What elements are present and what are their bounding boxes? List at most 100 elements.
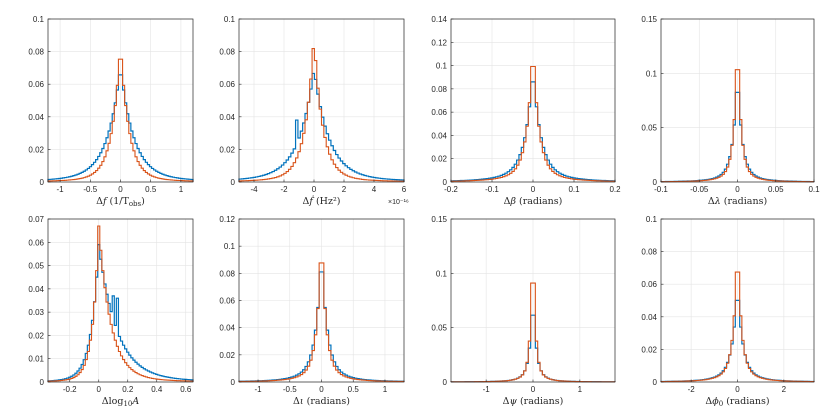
y-tick-label: 0.05 — [641, 124, 657, 133]
y-tick-label: 0.1 — [436, 269, 448, 278]
y-tick-label: 0.06 — [28, 238, 44, 247]
x-tick-label: -1 — [483, 385, 491, 394]
histogram-series-blue — [238, 72, 405, 182]
y-tick-label: 0.1 — [646, 215, 658, 224]
x-tick-label: -0.05 — [690, 185, 709, 194]
y-tick-label: 0 — [231, 378, 236, 387]
y-tick-label: 0.12 — [219, 215, 235, 224]
x-axis-exponent: ×10⁻¹⁶ — [388, 199, 409, 206]
y-tick-label: 0.02 — [641, 345, 657, 354]
subplot-7: -1 0 1 0 0.05 0.1 0.15 Δψ (radians) — [431, 215, 616, 407]
y-tick-label: 0.06 — [219, 297, 235, 306]
y-tick-label: 0.12 — [431, 38, 447, 47]
y-tick-label: 0 — [231, 178, 236, 187]
y-tick-label: 0.1 — [224, 15, 236, 24]
x-tick-label: 0 — [531, 185, 536, 194]
y-tick-label: 0.04 — [219, 324, 235, 333]
y-tick-label: 0.1 — [224, 242, 236, 251]
x-tick-label: -0.1 — [654, 185, 668, 194]
subplot-3: -0.2 -0.1 0 0.1 0.2 0 0.02 0.04 0.06 0.08 0.1 0.12 0… — [431, 15, 621, 207]
histogram-series-orange — [47, 225, 194, 382]
x-tick-label: 1 — [578, 385, 583, 394]
subplot-8: -2 0 2 0 0.02 0.04 0.06 0.08 0.1 Δϕ0 (radians) — [641, 215, 815, 408]
subplot-4: -0.1 -0.05 0 0.05 0.1 0 0.05 0.1 0.15 Δλ (radians… — [641, 15, 820, 207]
histogram-series-orange — [450, 65, 616, 182]
y-tick-label: 0.06 — [219, 80, 235, 89]
x-axis-label: Δf (1/Tobs) — [96, 196, 145, 208]
y-tick-label: 0.04 — [28, 113, 44, 122]
x-axis-label: Δḟ (Hz²) — [303, 195, 341, 207]
histogram-series-blue — [450, 81, 616, 182]
x-tick-label: 1 — [383, 385, 388, 394]
y-tick-label: 0.08 — [431, 85, 447, 94]
y-tick-label: 0 — [443, 378, 448, 387]
x-tick-label: 4 — [372, 185, 377, 194]
y-tick-label: 0 — [443, 178, 448, 187]
y-tick-label: 0.08 — [219, 48, 235, 57]
x-axis-label: Δϕ0 (radians) — [705, 396, 769, 408]
histogram-series-orange — [47, 58, 194, 182]
y-tick-label: 0.02 — [28, 331, 44, 340]
subplot-5: -0.2 0 0.2 0.4 0.6 0 0.01 0.02 0.03 0.04 0.05 0.06 0… — [28, 215, 194, 408]
x-tick-label: 0.1 — [808, 185, 820, 194]
x-tick-label: 0 — [531, 385, 536, 394]
subplot-1: -1 -0.5 0 0.5 1 0 0.02 0.04 0.06 0.08 0.1 Δf (1/Tob… — [28, 15, 194, 208]
x-tick-label: 0.6 — [180, 385, 192, 394]
y-tick-label: 0.15 — [641, 15, 657, 24]
x-axis-label: Δβ (radians) — [504, 196, 563, 207]
axes-box — [238, 18, 405, 183]
x-tick-label: 0.5 — [145, 185, 157, 194]
y-tick-label: 0.03 — [28, 308, 44, 317]
subplot-2: -4 -2 0 2 4 6 0 0.02 0.04 0.06 0.08 0.1 Δḟ (Hz²) ×10⁻… — [219, 15, 408, 207]
x-tick-label: -1 — [254, 385, 262, 394]
y-tick-label: 0.05 — [431, 324, 447, 333]
y-tick-label: 0.04 — [641, 313, 657, 322]
x-tick-label: -0.2 — [444, 185, 458, 194]
y-tick-label: 0.15 — [431, 215, 447, 224]
x-tick-label: 1 — [179, 185, 184, 194]
y-tick-label: 0.06 — [431, 108, 447, 117]
y-tick-label: 0.06 — [641, 280, 657, 289]
x-axis-label: Δlog10A — [102, 396, 140, 408]
histogram-series-blue — [47, 74, 194, 182]
x-tick-label: 0 — [97, 385, 102, 394]
y-tick-label: 0 — [40, 378, 45, 387]
y-tick-label: 0.04 — [219, 113, 235, 122]
y-tick-label: 0 — [653, 378, 658, 387]
y-tick-label: 0 — [653, 178, 658, 187]
x-axis-label: Δψ (radians) — [503, 396, 564, 407]
x-tick-label: 0.5 — [348, 385, 360, 394]
x-tick-label: 2 — [782, 385, 787, 394]
y-tick-label: 0.1 — [436, 62, 448, 71]
y-tick-label: 0.02 — [28, 145, 44, 154]
y-tick-label: 0 — [40, 178, 45, 187]
histogram-series-blue — [47, 244, 194, 382]
x-axis-label: Δι (radians) — [293, 396, 350, 407]
y-tick-label: 0.01 — [28, 355, 44, 364]
x-tick-label: -2 — [688, 385, 696, 394]
histogram-series-orange — [660, 69, 815, 183]
histogram-series-orange — [238, 47, 405, 182]
subplot-6: -1 -0.5 0 0.5 1 0 0.02 0.04 0.06 0.08 0.1 0.12 Δι (r… — [219, 215, 405, 407]
x-tick-label: -1 — [57, 185, 65, 194]
x-tick-label: 0 — [319, 385, 324, 394]
x-tick-label: -4 — [250, 185, 258, 194]
x-tick-label: -0.5 — [283, 385, 297, 394]
y-tick-label: 0.06 — [28, 80, 44, 89]
x-tick-label: 0.4 — [151, 385, 163, 394]
x-tick-label: -0.5 — [83, 185, 97, 194]
x-tick-label: 0 — [312, 185, 317, 194]
y-tick-label: 0.05 — [28, 262, 44, 271]
y-tick-label: 0.02 — [219, 351, 235, 360]
y-tick-label: 0.1 — [646, 69, 658, 78]
x-tick-label: 0.2 — [122, 385, 134, 394]
y-tick-label: 0.14 — [431, 15, 447, 24]
x-tick-label: 0 — [118, 185, 123, 194]
x-tick-label: -0.2 — [63, 385, 77, 394]
x-tick-label: 6 — [402, 185, 407, 194]
x-axis-label: Δλ (radians) — [708, 196, 767, 207]
x-tick-label: 0.05 — [768, 185, 784, 194]
x-tick-label: 0.1 — [568, 185, 580, 194]
y-tick-label: 0.02 — [431, 155, 447, 164]
